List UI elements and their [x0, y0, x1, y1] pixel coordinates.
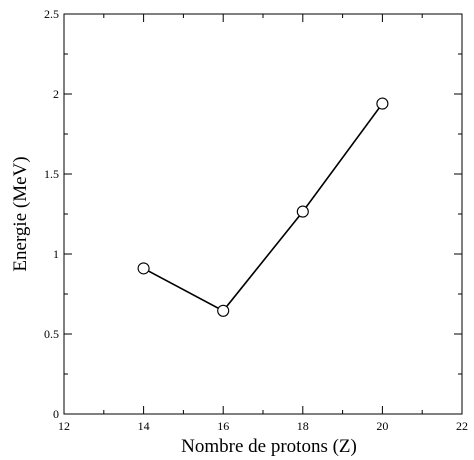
data-point: [217, 304, 230, 317]
x-tick-label: 12: [58, 419, 70, 433]
x-tick-label: 18: [297, 419, 309, 433]
series-line: [143, 103, 384, 312]
data-point: [376, 97, 389, 110]
data-point: [137, 262, 150, 275]
y-axis-label: Energie (MeV): [10, 156, 31, 271]
x-tick-label: 16: [217, 419, 229, 433]
y-tick-label: 2.5: [44, 7, 59, 21]
y-tick-label: 1.5: [44, 167, 59, 181]
data-point: [296, 205, 309, 218]
x-tick-label: 14: [138, 419, 150, 433]
y-tick-label: 2: [53, 87, 59, 101]
y-tick-label: 0: [53, 407, 59, 421]
x-tick-label: 20: [376, 419, 388, 433]
y-tick-label: 0.5: [44, 327, 59, 341]
y-tick-label: 1: [53, 247, 59, 261]
plot-frame: [63, 13, 463, 415]
x-tick-label: 22: [456, 419, 468, 433]
x-axis-label: Nombre de protons (Z): [181, 436, 357, 457]
